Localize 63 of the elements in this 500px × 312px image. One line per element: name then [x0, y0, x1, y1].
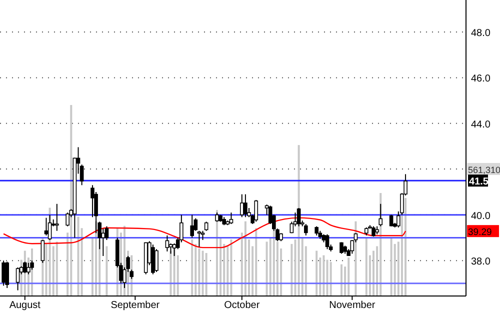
- bar: [198, 248, 200, 296]
- bar: [290, 244, 293, 296]
- bar: [194, 244, 197, 296]
- bar: [205, 253, 208, 296]
- candlestick: [197, 230, 202, 248]
- candlestick: [378, 203, 383, 227]
- candlestick: [5, 261, 10, 288]
- candlestick: [190, 214, 194, 238]
- bar: [230, 239, 232, 296]
- candlestick: [389, 214, 394, 227]
- bar: [326, 260, 328, 296]
- x-tick-label: August: [9, 300, 41, 311]
- y-tick-label: 38.0: [471, 256, 491, 268]
- x-tick-label: September: [110, 300, 160, 311]
- candlestick: [240, 194, 244, 218]
- candlestick: [229, 212, 234, 224]
- bar: [340, 264, 342, 296]
- bar: [266, 242, 268, 296]
- bar: [56, 242, 58, 296]
- bar: [390, 237, 392, 296]
- bar: [106, 246, 108, 296]
- candlestick: [215, 212, 219, 222]
- candlestick: [304, 224, 308, 236]
- bar: [330, 262, 332, 296]
- bar: [70, 105, 72, 296]
- bar: [365, 237, 368, 296]
- x-tick-label: November: [329, 300, 376, 311]
- y-tick-label: 40.0: [471, 210, 491, 222]
- candlestick: [325, 234, 330, 250]
- y-tick-label: 48.0: [471, 28, 491, 39]
- bar: [272, 230, 275, 296]
- x-tick-label: October: [224, 300, 260, 311]
- candlestick: [254, 200, 258, 222]
- candlestick: [23, 261, 27, 274]
- y2-tick-label: 561,310: [468, 164, 500, 175]
- candlestick: [168, 242, 173, 254]
- candlestick: [314, 226, 318, 236]
- candlestick: [165, 234, 170, 252]
- bar: [77, 216, 80, 296]
- candlestick: [296, 208, 301, 227]
- bar: [244, 221, 246, 296]
- ref-line-label: 41.5: [469, 176, 489, 188]
- candlestick: [30, 260, 34, 270]
- candlestick: [16, 266, 20, 291]
- candlestick: [48, 214, 52, 240]
- candlestick: [204, 221, 208, 232]
- text: 39.29: [468, 227, 492, 238]
- candlestick: [372, 226, 376, 238]
- bar: [348, 258, 350, 296]
- bar: [255, 228, 258, 296]
- candlestick: [244, 194, 248, 218]
- y-tick-label: 44.0: [471, 119, 491, 130]
- candlestick: [2, 260, 6, 286]
- y-tick-label: 46.0: [471, 74, 491, 85]
- candlestick: [154, 248, 158, 272]
- bar: [322, 255, 325, 296]
- candlestick: [66, 212, 70, 227]
- bar: [191, 239, 194, 296]
- bar: [404, 198, 407, 296]
- bar: [202, 250, 204, 296]
- candlestick: [55, 203, 59, 232]
- bar: [170, 250, 172, 296]
- bar: [316, 250, 318, 296]
